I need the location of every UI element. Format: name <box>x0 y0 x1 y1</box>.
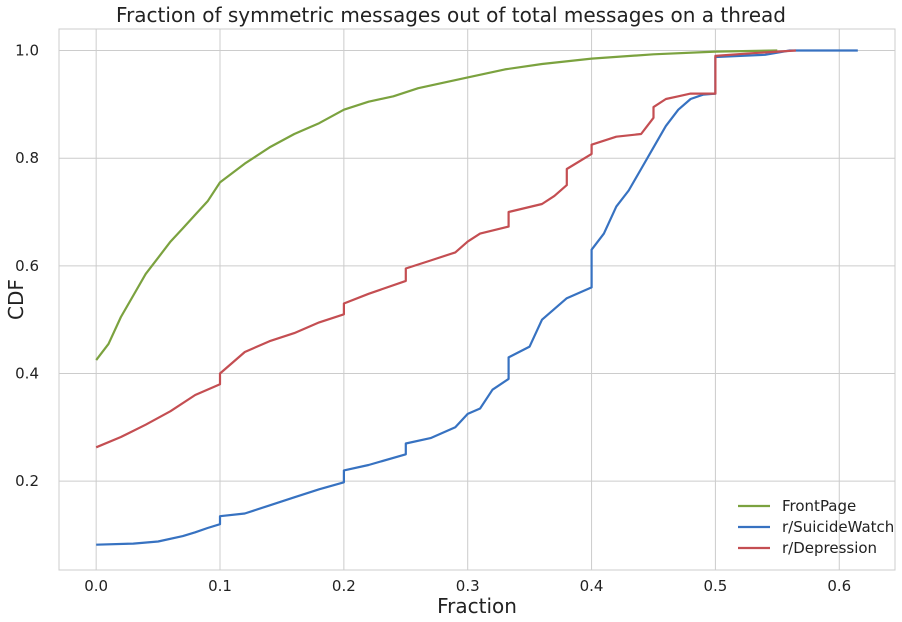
x-tick-label: 0.3 <box>456 577 480 595</box>
plot-area-frame <box>58 28 896 571</box>
y-axis-label: CDF <box>4 279 28 320</box>
y-tick-label: 0.8 <box>15 149 39 167</box>
legend-label-r-suicidewatch: r/SuicideWatch <box>782 518 894 536</box>
y-tick-label: 0.4 <box>15 365 39 383</box>
x-tick-label: 0.4 <box>580 577 604 595</box>
legend: FrontPage r/SuicideWatch r/Depression <box>738 497 894 557</box>
tick-labels: 0.0 0.1 0.2 0.3 0.4 0.5 0.6 0.2 0.4 0.6 0.8 1.0 <box>15 42 851 595</box>
series-line-r-depression <box>95 49 796 449</box>
x-tick-label: 0.5 <box>703 577 727 595</box>
legend-label-frontpage: FrontPage <box>782 497 856 515</box>
gridlines <box>59 29 895 570</box>
y-tick-label: 1.0 <box>15 42 39 60</box>
legend-label-r-depression: r/Depression <box>782 539 877 557</box>
y-tick-label: 0.6 <box>15 257 39 275</box>
x-tick-label: 0.2 <box>332 577 356 595</box>
chart-title: Fraction of symmetric messages out of to… <box>116 3 786 27</box>
series-lines <box>95 49 858 546</box>
series-line-frontpage <box>95 49 778 361</box>
x-tick-label: 0.1 <box>208 577 232 595</box>
y-tick-label: 0.2 <box>15 472 39 490</box>
x-axis-label: Fraction <box>437 594 517 618</box>
series-line-r-suicidewatch <box>96 49 858 546</box>
x-tick-label: 0.0 <box>84 577 108 595</box>
x-tick-label: 0.6 <box>827 577 851 595</box>
